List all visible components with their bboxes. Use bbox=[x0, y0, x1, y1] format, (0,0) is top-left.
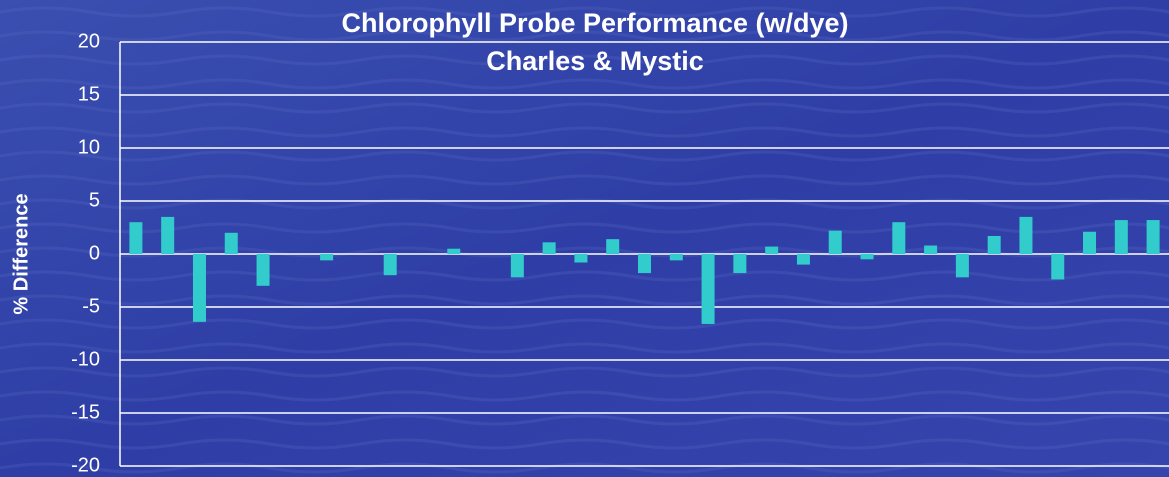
bar bbox=[924, 245, 938, 254]
bar bbox=[447, 248, 461, 254]
bar bbox=[510, 254, 524, 278]
bar bbox=[987, 235, 1001, 254]
bar bbox=[606, 239, 620, 254]
y-tick-label: 20 bbox=[78, 30, 100, 52]
bar bbox=[574, 254, 588, 263]
bar bbox=[1083, 231, 1097, 254]
bar bbox=[542, 242, 556, 254]
y-tick-label: 0 bbox=[89, 242, 100, 264]
y-tick-label: 15 bbox=[78, 83, 100, 105]
chart-title: Chlorophyll Probe Performance (w/dye) bbox=[341, 8, 848, 38]
bar bbox=[955, 254, 969, 278]
bar bbox=[129, 222, 143, 254]
y-tick-label: 5 bbox=[89, 189, 100, 211]
bar bbox=[1146, 220, 1160, 254]
bar bbox=[1051, 254, 1065, 280]
bar bbox=[383, 254, 397, 276]
bar bbox=[1114, 220, 1128, 254]
y-tick-label: -10 bbox=[71, 348, 100, 370]
bar bbox=[320, 254, 334, 261]
bar bbox=[256, 254, 270, 286]
y-tick-label: -15 bbox=[71, 401, 100, 423]
bar bbox=[1019, 216, 1033, 254]
bar bbox=[224, 232, 238, 254]
bar bbox=[669, 254, 683, 261]
bar bbox=[161, 216, 175, 254]
bar bbox=[733, 254, 747, 274]
bar bbox=[892, 222, 906, 254]
bar bbox=[796, 254, 810, 265]
bar bbox=[701, 254, 715, 324]
y-tick-label: 10 bbox=[78, 136, 100, 158]
bar bbox=[638, 254, 651, 274]
y-tick-label: -5 bbox=[82, 295, 100, 317]
y-tick-label: -20 bbox=[71, 454, 100, 476]
bar bbox=[192, 254, 206, 322]
bar bbox=[828, 230, 842, 254]
bar bbox=[860, 254, 874, 260]
bar bbox=[765, 246, 779, 254]
y-axis-label: % Difference bbox=[10, 193, 32, 314]
chart-subtitle: Charles & Mystic bbox=[486, 46, 704, 76]
